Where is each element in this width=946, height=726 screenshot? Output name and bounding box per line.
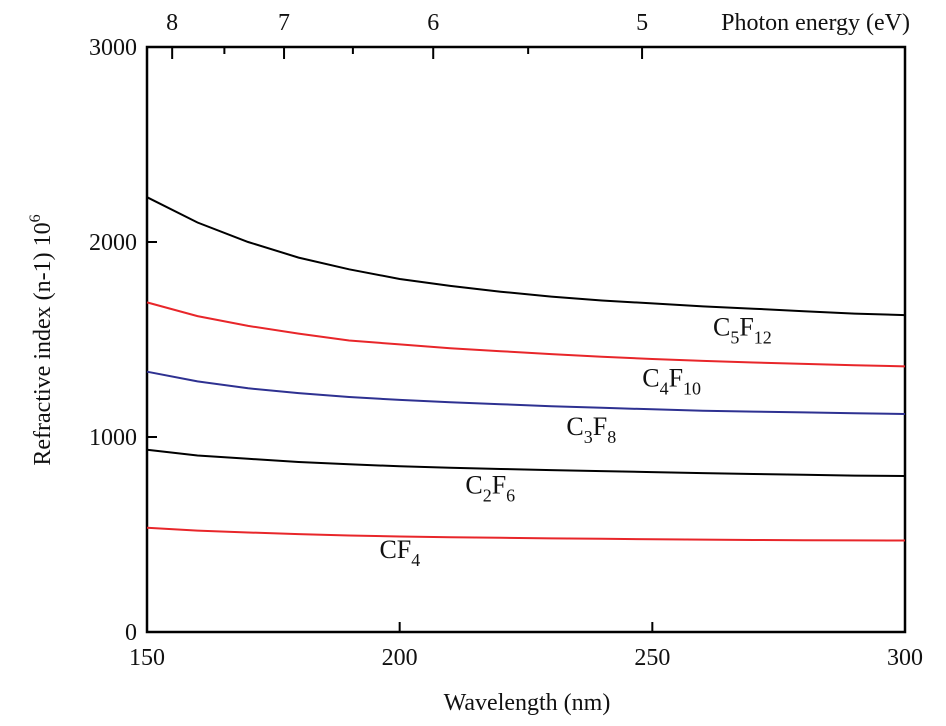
series-label-c4f10: C4F10	[642, 363, 701, 398]
y-tick-label: 3000	[89, 35, 137, 61]
series-line-c5f12	[146, 196, 906, 317]
top-axis-title: Photon energy (eV)	[721, 10, 910, 36]
top-tick-label: 8	[166, 10, 178, 36]
series-label-c5f12: C5F12	[713, 313, 772, 348]
x-tick-label: 150	[129, 645, 165, 671]
y-tick-label: 0	[125, 620, 137, 646]
x-tick-label: 200	[382, 645, 418, 671]
top-tick-label: 6	[427, 10, 439, 36]
series-labels-layer: C5F12 C4F10 C3F8 C2F6 CF4	[379, 313, 771, 570]
top-tick-label: 7	[278, 10, 290, 36]
x-axis-title: Wavelength (nm)	[444, 690, 611, 716]
series-line-c3f8	[146, 370, 906, 415]
x-tick-label: 300	[887, 645, 923, 671]
series-line-cf4	[146, 526, 906, 542]
y-tick-label: 1000	[89, 425, 137, 451]
series-label-cf4: CF4	[379, 535, 420, 570]
series-layer	[146, 196, 906, 542]
series-label-c2f6: C2F6	[465, 471, 515, 506]
y-axis-title: Refractive index (n-1) 106	[27, 214, 56, 465]
series-line-c2f6	[146, 448, 906, 477]
y-axis-title-text: Refractive index (n-1) 10	[30, 222, 56, 465]
plot-frame	[145, 45, 907, 634]
top-tick-label: 5	[636, 10, 648, 36]
x-tick-label: 250	[634, 645, 670, 671]
series-label-c3f8: C3F8	[566, 412, 616, 447]
y-tick-label: 2000	[89, 230, 137, 256]
y-axis-title-exponent: 6	[27, 214, 44, 222]
series-line-c4f10	[146, 301, 906, 368]
